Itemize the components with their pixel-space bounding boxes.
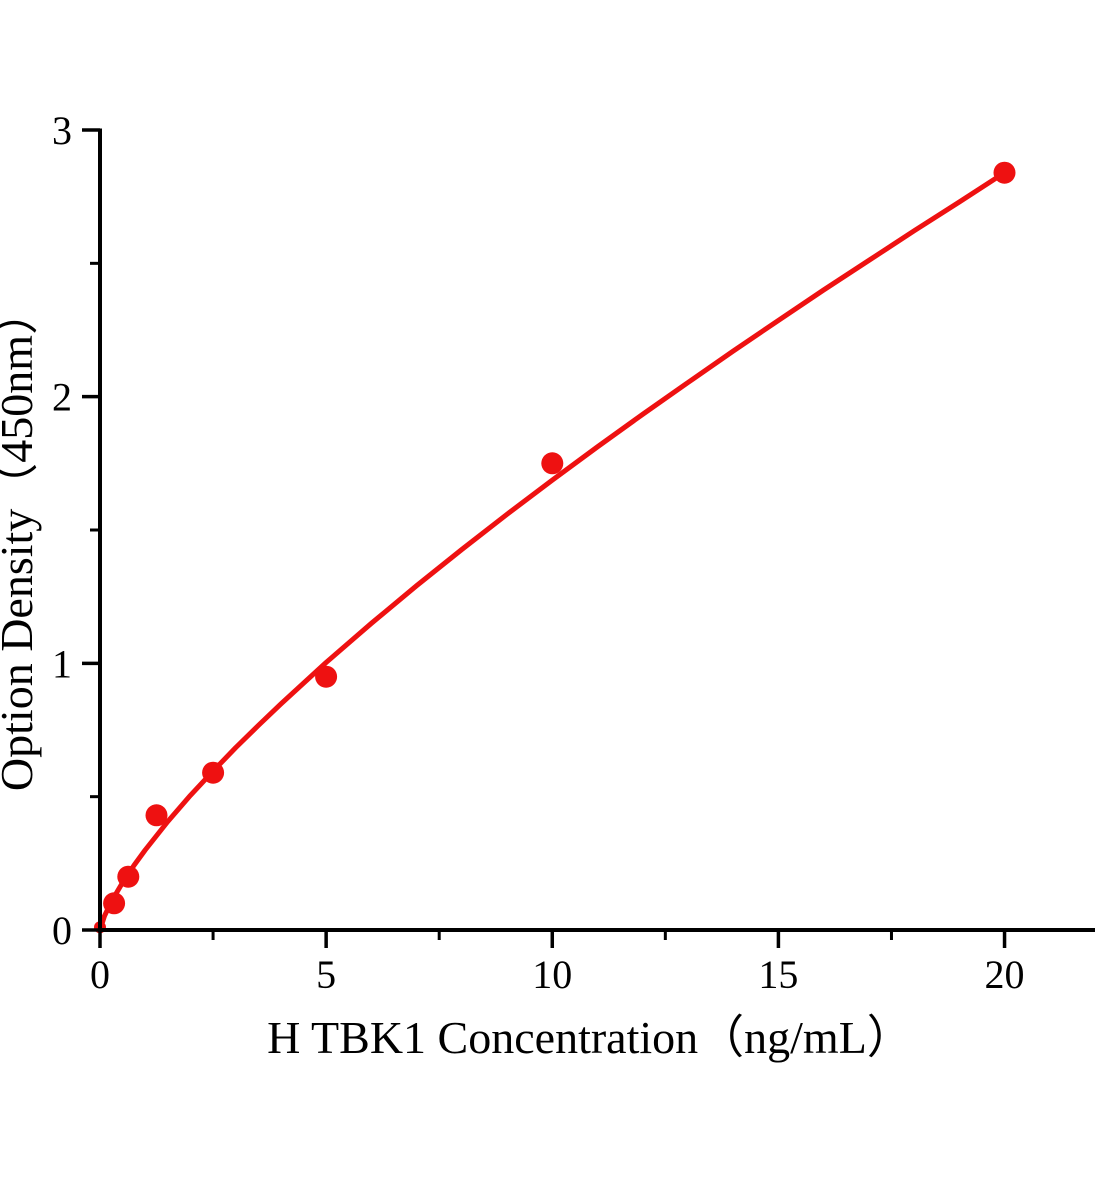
x-tick-label: 20 xyxy=(985,952,1025,997)
data-point xyxy=(315,665,338,688)
y-tick-label: 1 xyxy=(52,641,72,686)
x-tick-label: 10 xyxy=(532,952,572,997)
y-tick-label: 3 xyxy=(52,108,72,153)
tick-labels-layer: 0 5 10 15 20 0 1 2 3 xyxy=(52,108,1025,997)
series-layer xyxy=(94,161,1016,934)
data-point xyxy=(103,892,126,915)
y-tick-label: 2 xyxy=(52,375,72,420)
axes-layer xyxy=(82,128,1095,948)
x-tick-label: 5 xyxy=(316,952,336,997)
data-point xyxy=(993,161,1016,184)
y-tick-label: 0 xyxy=(52,908,72,953)
fit-curve xyxy=(97,170,1006,931)
data-point xyxy=(202,761,225,784)
x-axis-title: H TBK1 Concentration（ng/mL） xyxy=(267,1012,913,1063)
data-point xyxy=(145,804,168,827)
x-tick-label: 0 xyxy=(90,952,110,997)
x-tick-label: 15 xyxy=(758,952,798,997)
data-point xyxy=(117,865,140,888)
data-point xyxy=(541,452,564,475)
y-axis-title: Option Density（450nm） xyxy=(0,289,42,791)
